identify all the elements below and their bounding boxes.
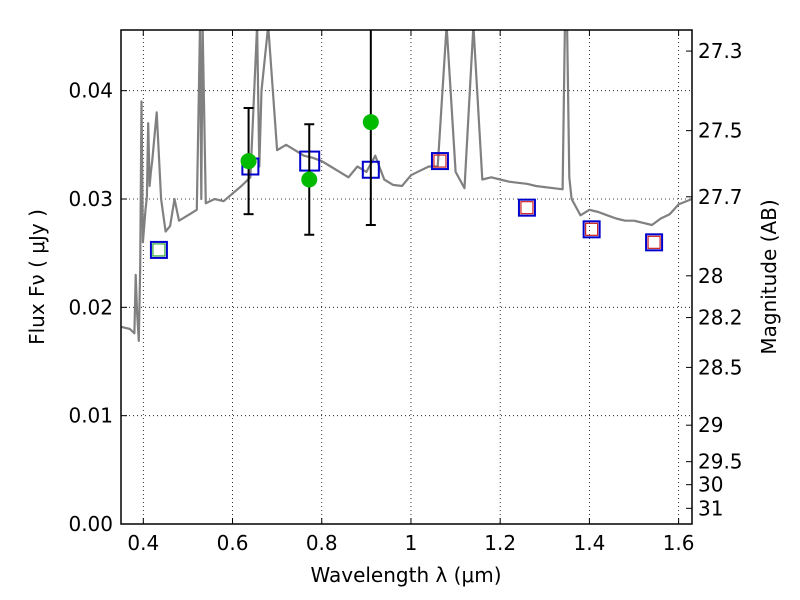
mag-tick-label: 31 [698, 496, 723, 520]
plot-background [121, 30, 692, 524]
model-point [149, 240, 168, 259]
observed-point [240, 153, 257, 170]
y-tick-label: 0.02 [68, 295, 113, 319]
y-axis-label: Flux Fν ( μJy ) [25, 209, 49, 345]
hst-point [152, 243, 166, 257]
mag-tick-label: 27.7 [698, 185, 743, 209]
y-tick-label: 0.04 [68, 79, 113, 103]
nir-point [520, 201, 534, 215]
data-layer [121, 30, 692, 342]
ticks: 0.4 0.6 0.8 1 1.2 1.4 1.6 0.00 0.01 0.02 0.03 0.04 2… [68, 30, 743, 555]
mag-tick-label: 28.5 [698, 355, 743, 379]
x-tick-label: 1.6 [663, 531, 695, 555]
x-tick-label: 1 [405, 531, 418, 555]
mag-tick-label: 28.2 [698, 306, 743, 330]
model-point [582, 220, 601, 239]
nir-point [647, 235, 661, 249]
model-point [517, 198, 536, 217]
plot-frame [120, 29, 693, 525]
observed-point [362, 114, 379, 131]
mag-tick-label: 27.3 [698, 39, 743, 63]
mag-tick-label: 27.5 [698, 119, 743, 143]
mag-tick-label: 28 [698, 264, 723, 288]
nir-point [585, 222, 599, 236]
mag-tick-label: 29.5 [698, 450, 743, 474]
model-point [645, 233, 664, 252]
mag-tick-label: 30 [698, 473, 723, 497]
observed-point [301, 171, 318, 188]
right-axis-label: Magnitude (AB) [757, 199, 781, 354]
x-tick-label: 1.2 [484, 531, 516, 555]
mag-tick-label: 29 [698, 413, 723, 437]
x-tick-label: 0.4 [127, 531, 159, 555]
x-tick-label: 1.4 [573, 531, 605, 555]
x-tick-label: 0.6 [217, 531, 249, 555]
y-tick-label: 0.03 [68, 187, 113, 211]
x-tick-label: 0.8 [306, 531, 338, 555]
x-axis-label: Wavelength λ (μm) [310, 563, 501, 587]
y-tick-label: 0.01 [68, 404, 113, 428]
nir-point [433, 154, 447, 168]
spectrum-line [121, 30, 692, 342]
y-tick-label: 0.00 [68, 512, 113, 536]
model-point [430, 152, 449, 171]
